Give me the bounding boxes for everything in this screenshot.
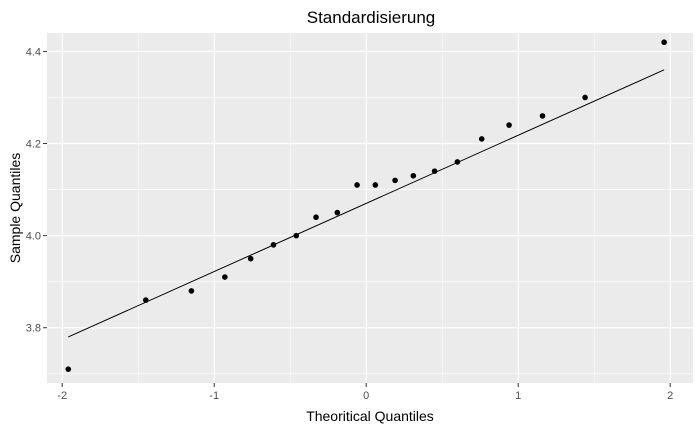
data-point (410, 172, 417, 179)
x-tick-label: 1 (515, 390, 521, 402)
data-point (372, 182, 379, 188)
data-point (188, 288, 195, 294)
data-point (661, 39, 667, 46)
x-tick-label: 0 (363, 390, 369, 402)
reference-line-group (68, 69, 665, 338)
data-point (431, 168, 438, 174)
x-axis-ticks: -2 -1 0 1 2 (57, 383, 673, 402)
data-point (392, 177, 398, 184)
data-point (506, 122, 512, 128)
data-point (270, 242, 277, 248)
data-point (313, 214, 319, 221)
y-axis-title: Sample Quantiles (7, 153, 23, 264)
y-axis-ticks: 3.8 4.0 4.2 4.4 (26, 46, 47, 335)
data-points (65, 39, 667, 372)
x-axis-title: Theoritical Quantiles (306, 408, 434, 424)
data-point (293, 232, 300, 239)
data-point (65, 366, 72, 372)
y-tick-label: 4.0 (26, 231, 41, 243)
reference-line (68, 69, 665, 338)
data-point (247, 255, 254, 262)
data-point (334, 209, 341, 216)
plot-panel (47, 33, 693, 383)
y-tick-label: 4.2 (26, 139, 41, 151)
data-point (143, 297, 149, 303)
chart-title: Standardisierung (307, 8, 436, 27)
data-point (354, 182, 360, 188)
y-tick-label: 3.8 (26, 323, 41, 335)
minor-gridlines (47, 33, 693, 383)
x-tick-label: -1 (209, 390, 219, 402)
x-tick-label: -2 (57, 390, 67, 402)
data-point (222, 274, 228, 280)
x-tick-label: 2 (667, 390, 673, 402)
data-point (478, 136, 485, 142)
y-tick-label: 4.4 (26, 46, 41, 58)
data-point (454, 159, 461, 165)
major-gridlines (47, 33, 693, 383)
data-point (539, 113, 546, 119)
data-point (582, 94, 588, 101)
